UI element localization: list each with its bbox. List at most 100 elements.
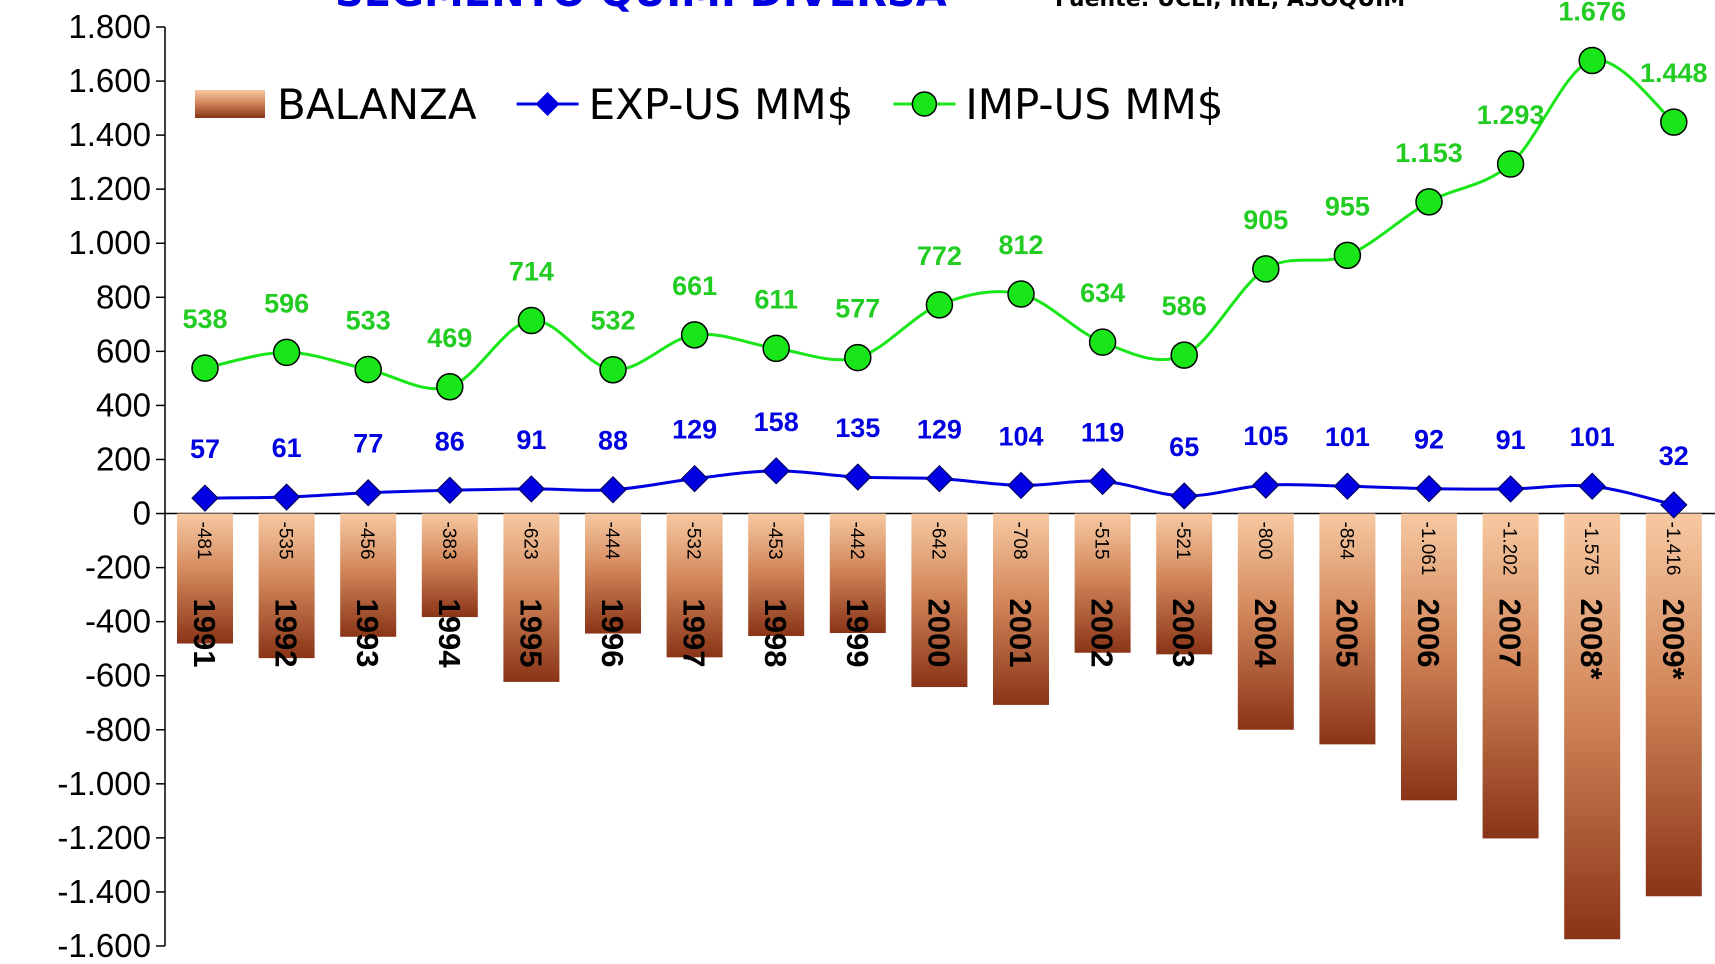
x-tick-label: 2009* bbox=[1656, 599, 1691, 681]
data-label: 533 bbox=[346, 305, 391, 335]
data-label: 135 bbox=[835, 413, 880, 443]
marker bbox=[517, 306, 546, 335]
chart-title: SEGMENTO QUIMI DIVERSA bbox=[335, 0, 947, 16]
x-tick-label: 2000 bbox=[921, 599, 956, 668]
marker bbox=[680, 464, 709, 493]
x-tick-label: 1997 bbox=[677, 599, 712, 668]
data-label: 905 bbox=[1243, 205, 1288, 235]
marker bbox=[272, 338, 301, 367]
marker bbox=[1415, 188, 1443, 216]
x-tick-label: 1998 bbox=[758, 599, 793, 668]
data-label: 101 bbox=[1570, 422, 1615, 452]
bar-value-label: -481 bbox=[193, 522, 214, 560]
data-label: 158 bbox=[754, 407, 799, 437]
marker bbox=[599, 355, 627, 384]
x-tick-label: 1995 bbox=[513, 599, 548, 668]
y-tick-label: -600 bbox=[85, 657, 151, 694]
marker bbox=[1660, 491, 1688, 519]
bar bbox=[1564, 513, 1621, 940]
data-label: 714 bbox=[509, 257, 554, 287]
marker bbox=[517, 475, 546, 503]
data-label: 812 bbox=[998, 230, 1043, 260]
chart-subtitle: Fuente: UCLI, INE, ASOQUIM bbox=[1055, 0, 1405, 12]
data-label: 596 bbox=[264, 288, 309, 318]
y-tick-label: 1.600 bbox=[68, 62, 151, 99]
legend-label: EXP-US MM$ bbox=[589, 80, 854, 129]
y-tick-label: -1.400 bbox=[57, 873, 151, 910]
data-label: 469 bbox=[427, 323, 472, 353]
legend-label: BALANZA bbox=[277, 80, 477, 129]
data-label: 92 bbox=[1414, 425, 1444, 455]
legend-marker bbox=[911, 91, 938, 117]
marker bbox=[354, 479, 382, 507]
data-label: 586 bbox=[1162, 291, 1207, 321]
bar-value-label: -1.416 bbox=[1662, 522, 1683, 576]
bar bbox=[503, 513, 560, 682]
bar-value-label: -1.202 bbox=[1499, 522, 1520, 576]
marker bbox=[844, 463, 872, 491]
marker bbox=[1660, 108, 1688, 136]
marker bbox=[436, 476, 464, 504]
bar bbox=[1645, 513, 1702, 897]
y-tick-label: -800 bbox=[85, 711, 151, 748]
marker bbox=[1578, 472, 1606, 500]
bar bbox=[993, 513, 1049, 705]
marker bbox=[680, 321, 709, 349]
data-label: 86 bbox=[435, 426, 465, 456]
x-tick-label: 1994 bbox=[432, 599, 467, 669]
marker bbox=[191, 484, 219, 512]
x-tick-label: 2005 bbox=[1329, 599, 1364, 668]
bar bbox=[340, 513, 397, 637]
y-tick-label: -1.600 bbox=[57, 927, 151, 964]
marker bbox=[762, 457, 790, 485]
y-tick-label: 400 bbox=[96, 386, 151, 423]
bar-value-label: -535 bbox=[275, 522, 296, 560]
bar-value-label: -800 bbox=[1254, 522, 1275, 560]
bar-value-label: -708 bbox=[1009, 522, 1030, 560]
bar bbox=[1319, 513, 1376, 745]
bar-value-label: -453 bbox=[764, 522, 785, 560]
data-label: 88 bbox=[598, 426, 628, 456]
y-tick-label: 0 bbox=[133, 495, 151, 532]
bar-value-label: -521 bbox=[1172, 522, 1193, 560]
marker bbox=[1415, 474, 1443, 503]
bar-value-label: -515 bbox=[1091, 522, 1112, 560]
marker bbox=[1333, 472, 1362, 500]
marker bbox=[1252, 471, 1280, 499]
marker bbox=[1007, 280, 1035, 308]
marker bbox=[354, 355, 382, 384]
data-label: 129 bbox=[672, 415, 717, 445]
marker bbox=[1170, 482, 1198, 510]
bar bbox=[421, 513, 478, 618]
x-tick-label: 2008* bbox=[1574, 599, 1609, 681]
y-tick-label: -400 bbox=[85, 603, 151, 640]
bar-value-label: -444 bbox=[601, 522, 622, 560]
bar bbox=[585, 513, 641, 634]
y-tick-label: 1.200 bbox=[68, 170, 151, 207]
x-tick-label: 2001 bbox=[1003, 599, 1038, 668]
marker bbox=[1496, 475, 1525, 503]
legend-label: IMP-US MM$ bbox=[965, 80, 1223, 129]
bar bbox=[829, 513, 886, 633]
data-label: 61 bbox=[272, 433, 302, 463]
y-tick-label: -1.000 bbox=[57, 765, 151, 802]
x-tick-label: 2002 bbox=[1085, 599, 1120, 668]
marker bbox=[436, 373, 464, 401]
x-tick-label: 2004 bbox=[1248, 599, 1283, 669]
data-label: 32 bbox=[1659, 441, 1689, 471]
bar bbox=[911, 513, 968, 688]
legend-marker bbox=[535, 92, 560, 116]
bar-value-label: -1.061 bbox=[1417, 522, 1438, 576]
y-tick-label: -200 bbox=[85, 549, 151, 586]
marker bbox=[844, 343, 872, 372]
marker bbox=[272, 483, 301, 511]
data-label: 91 bbox=[516, 425, 546, 455]
data-label: 772 bbox=[917, 241, 962, 271]
bar-value-label: -623 bbox=[519, 522, 540, 560]
y-tick-label: 600 bbox=[96, 332, 151, 369]
bar bbox=[1401, 513, 1457, 801]
data-label: 538 bbox=[182, 304, 227, 334]
data-label: 57 bbox=[190, 434, 220, 464]
data-label: 104 bbox=[998, 421, 1043, 451]
